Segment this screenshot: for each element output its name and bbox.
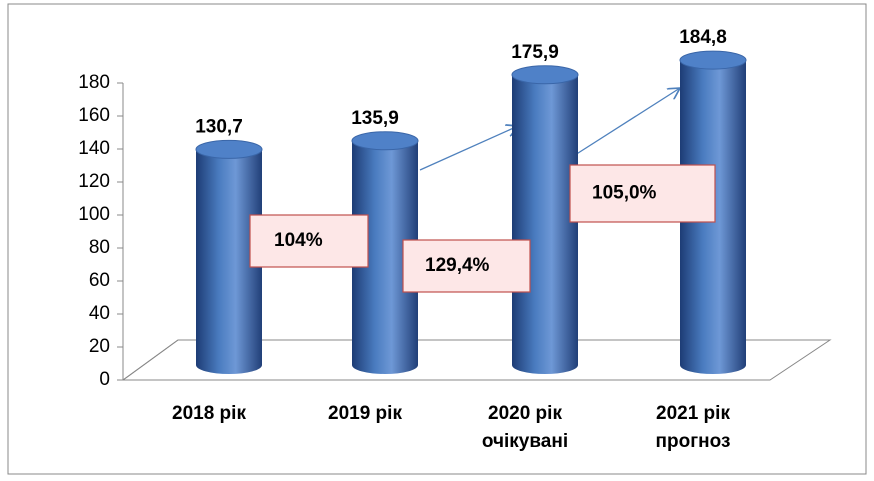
frame <box>7 3 867 475</box>
y-tick-label: 100 <box>78 204 110 225</box>
y-tick-label: 160 <box>78 105 110 126</box>
value-label: 130,7 <box>195 116 243 137</box>
bar <box>512 74 578 374</box>
annotation: 105,0% <box>592 183 657 204</box>
bar-top <box>351 131 419 151</box>
value-label: 184,8 <box>679 27 727 48</box>
x-tick-label: 2021 рік прогноз <box>655 403 731 452</box>
x-tick-label: 2019 рік <box>328 403 402 424</box>
y-tick-label: 80 <box>89 237 110 258</box>
arrow <box>574 88 680 156</box>
bar <box>196 149 262 374</box>
x-tick-label: 2020 рік очікувані <box>481 403 569 452</box>
bar <box>352 140 418 374</box>
bar-top <box>511 65 579 85</box>
y-tick-label: 120 <box>78 171 110 192</box>
bar-top <box>195 139 263 159</box>
y-tick-label: 20 <box>89 336 110 357</box>
annotation: 129,4% <box>425 255 490 276</box>
annotation-box <box>569 164 716 223</box>
value-label: 135,9 <box>351 108 399 129</box>
value-label: 175,9 <box>511 42 559 63</box>
y-tick-label: 0 <box>99 369 110 390</box>
y-tick-label: 60 <box>89 270 110 291</box>
bar-top <box>679 50 747 70</box>
floor-edge <box>122 339 179 381</box>
y-tick-label: 180 <box>78 72 110 93</box>
annotation: 104% <box>274 230 323 251</box>
y-tick-label: 40 <box>89 303 110 324</box>
y-tick-label: 140 <box>78 138 110 159</box>
annotation-box <box>402 239 531 293</box>
arrow <box>419 126 518 171</box>
annotation-box <box>249 214 369 268</box>
x-tick-label: 2018 рік <box>172 403 246 424</box>
